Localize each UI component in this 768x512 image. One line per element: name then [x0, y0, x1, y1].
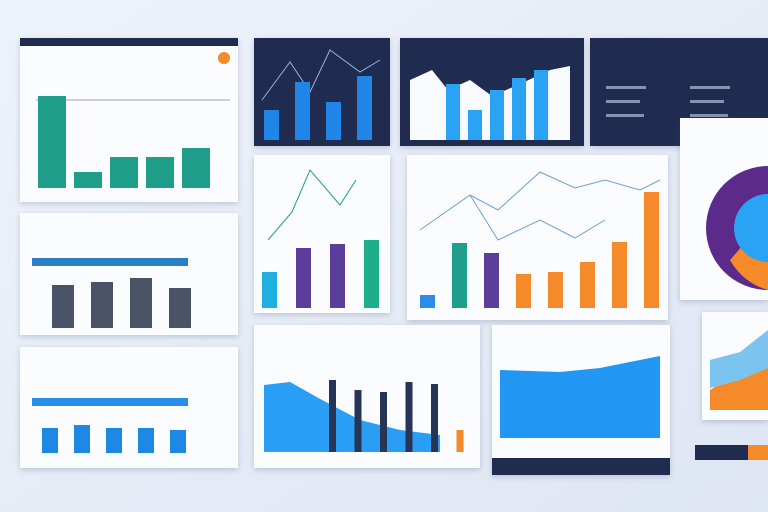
- bar: [74, 172, 102, 188]
- bar: [38, 96, 66, 188]
- bar: [548, 272, 563, 308]
- bar: [580, 262, 595, 308]
- bar: [262, 272, 277, 308]
- connector: [261, 49, 381, 101]
- bar: [512, 78, 526, 140]
- bar: [91, 282, 113, 328]
- area: [500, 356, 660, 438]
- button[interactable]: [695, 445, 748, 460]
- bar: [130, 278, 152, 328]
- bar: [456, 430, 464, 452]
- bar: [146, 157, 174, 188]
- bar: [326, 102, 341, 140]
- bar: [405, 382, 413, 452]
- bar: [357, 76, 372, 140]
- bar: [446, 84, 460, 140]
- bar: [516, 274, 531, 308]
- bar: [138, 428, 154, 453]
- donut-hole: [734, 194, 768, 262]
- bar: [329, 380, 336, 452]
- panel-header: [20, 38, 238, 46]
- bar: [420, 295, 435, 308]
- bar: [74, 425, 90, 453]
- network: [469, 194, 606, 241]
- bar: [431, 384, 438, 452]
- bar: [296, 248, 311, 308]
- progress: [32, 398, 188, 406]
- area: [264, 382, 440, 452]
- bar: [354, 390, 362, 452]
- bar: [644, 192, 659, 308]
- dot: [218, 52, 230, 64]
- bar: [169, 288, 191, 328]
- donut-segment: [730, 244, 768, 290]
- network: [419, 171, 661, 231]
- bar: [264, 110, 279, 140]
- button[interactable]: [748, 445, 768, 460]
- bar: [364, 240, 379, 308]
- text-rows: [606, 86, 730, 117]
- bar: [182, 148, 210, 188]
- bar: [106, 428, 122, 453]
- panels: [20, 38, 768, 475]
- bar: [534, 70, 548, 140]
- bar: [468, 110, 482, 140]
- bar: [452, 243, 467, 308]
- progress: [32, 258, 188, 266]
- area: [710, 330, 768, 388]
- bar: [484, 253, 499, 308]
- bar: [52, 285, 74, 328]
- connector: [267, 169, 357, 241]
- panel-footer: [492, 458, 670, 475]
- bar: [380, 392, 387, 452]
- bar: [295, 82, 310, 140]
- bar: [490, 90, 504, 140]
- panel: [407, 155, 668, 320]
- bar: [42, 428, 58, 453]
- bar: [612, 242, 627, 308]
- bar: [170, 430, 186, 453]
- bar: [330, 244, 345, 308]
- bar: [110, 157, 138, 188]
